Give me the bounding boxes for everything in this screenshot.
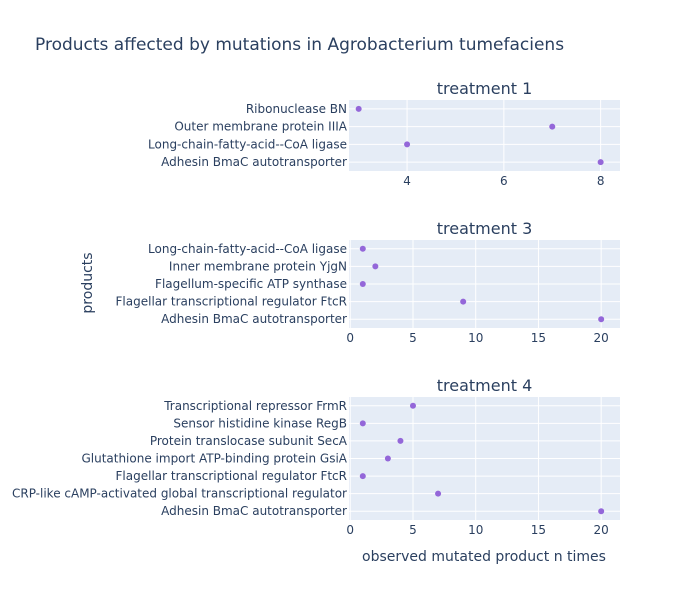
x-tick-label: 20 (594, 523, 609, 537)
x-tick-label: 20 (594, 331, 609, 345)
x-tick-label: 5 (409, 331, 417, 345)
data-point (404, 141, 411, 148)
x-tick-label: 10 (468, 523, 483, 537)
panel-title: treatment 1 (437, 79, 533, 98)
chart-title: Products affected by mutations in Agroba… (35, 35, 564, 55)
panels: 4 6 8 Adhesin BmaC autotransporter Long-chai… (12, 79, 620, 537)
panel-3: 0 5 10 15 20 Adhesin BmaC autotransporter CRP-… (12, 376, 620, 537)
y-tick-label: Adhesin BmaC autotransporter (161, 504, 347, 518)
y-tick-label: Long-chain-fatty-acid--CoA ligase (148, 242, 347, 256)
data-point (598, 508, 605, 515)
plot-background (349, 100, 620, 171)
y-tick-label: Adhesin BmaC autotransporter (161, 312, 347, 326)
panel-title: treatment 3 (437, 219, 533, 238)
data-point (397, 437, 404, 444)
data-point (384, 455, 391, 462)
data-point (597, 159, 604, 166)
data-point (549, 123, 556, 130)
data-point (409, 402, 416, 409)
data-point (598, 316, 605, 323)
y-tick-label: Transcriptional repressor FrmR (163, 399, 347, 413)
data-point (372, 263, 379, 270)
panel-title: treatment 4 (437, 376, 533, 395)
y-tick-label: Flagellum-specific ATP synthase (155, 277, 347, 291)
y-tick-label: Flagellar transcriptional regulator FtcR (116, 469, 347, 483)
y-axis-title: products (80, 252, 96, 313)
x-tick-label: 6 (500, 174, 508, 188)
x-tick-label: 4 (403, 174, 411, 188)
x-tick-label: 8 (597, 174, 605, 188)
x-tick-label: 5 (409, 523, 417, 537)
data-point (435, 490, 442, 497)
x-tick-label: 0 (346, 331, 354, 345)
y-tick-label: CRP-like cAMP-activated global transcrip… (12, 487, 347, 501)
y-tick-label: Inner membrane protein YjgN (169, 259, 347, 273)
y-tick-label: Sensor histidine kinase RegB (173, 416, 347, 430)
x-tick-label: 10 (468, 331, 483, 345)
data-point (359, 420, 366, 427)
panel-1: 4 6 8 Adhesin BmaC autotransporter Long-chai… (148, 79, 620, 188)
panel-2: 0 5 10 15 20 Adhesin BmaC autotransporter Flag… (116, 219, 620, 345)
y-tick-label: Flagellar transcriptional regulator FtcR (116, 295, 347, 309)
x-tick-label: 15 (531, 523, 546, 537)
data-point (355, 105, 362, 112)
y-tick-label: Protein translocase subunit SecA (150, 434, 348, 448)
y-tick-label: Glutathione import ATP-binding protein G… (81, 452, 347, 466)
x-tick-label: 0 (346, 523, 354, 537)
y-tick-label: Long-chain-fatty-acid--CoA ligase (148, 137, 347, 151)
data-point (460, 298, 467, 305)
data-point (359, 473, 366, 480)
x-tick-label: 15 (531, 331, 546, 345)
y-tick-label: Ribonuclease BN (246, 102, 347, 116)
x-axis-title: observed mutated product n times (362, 549, 606, 565)
y-tick-label: Outer membrane protein IIIA (174, 120, 347, 134)
data-point (359, 281, 366, 287)
data-point (359, 245, 366, 252)
y-tick-label: Adhesin BmaC autotransporter (161, 155, 347, 169)
